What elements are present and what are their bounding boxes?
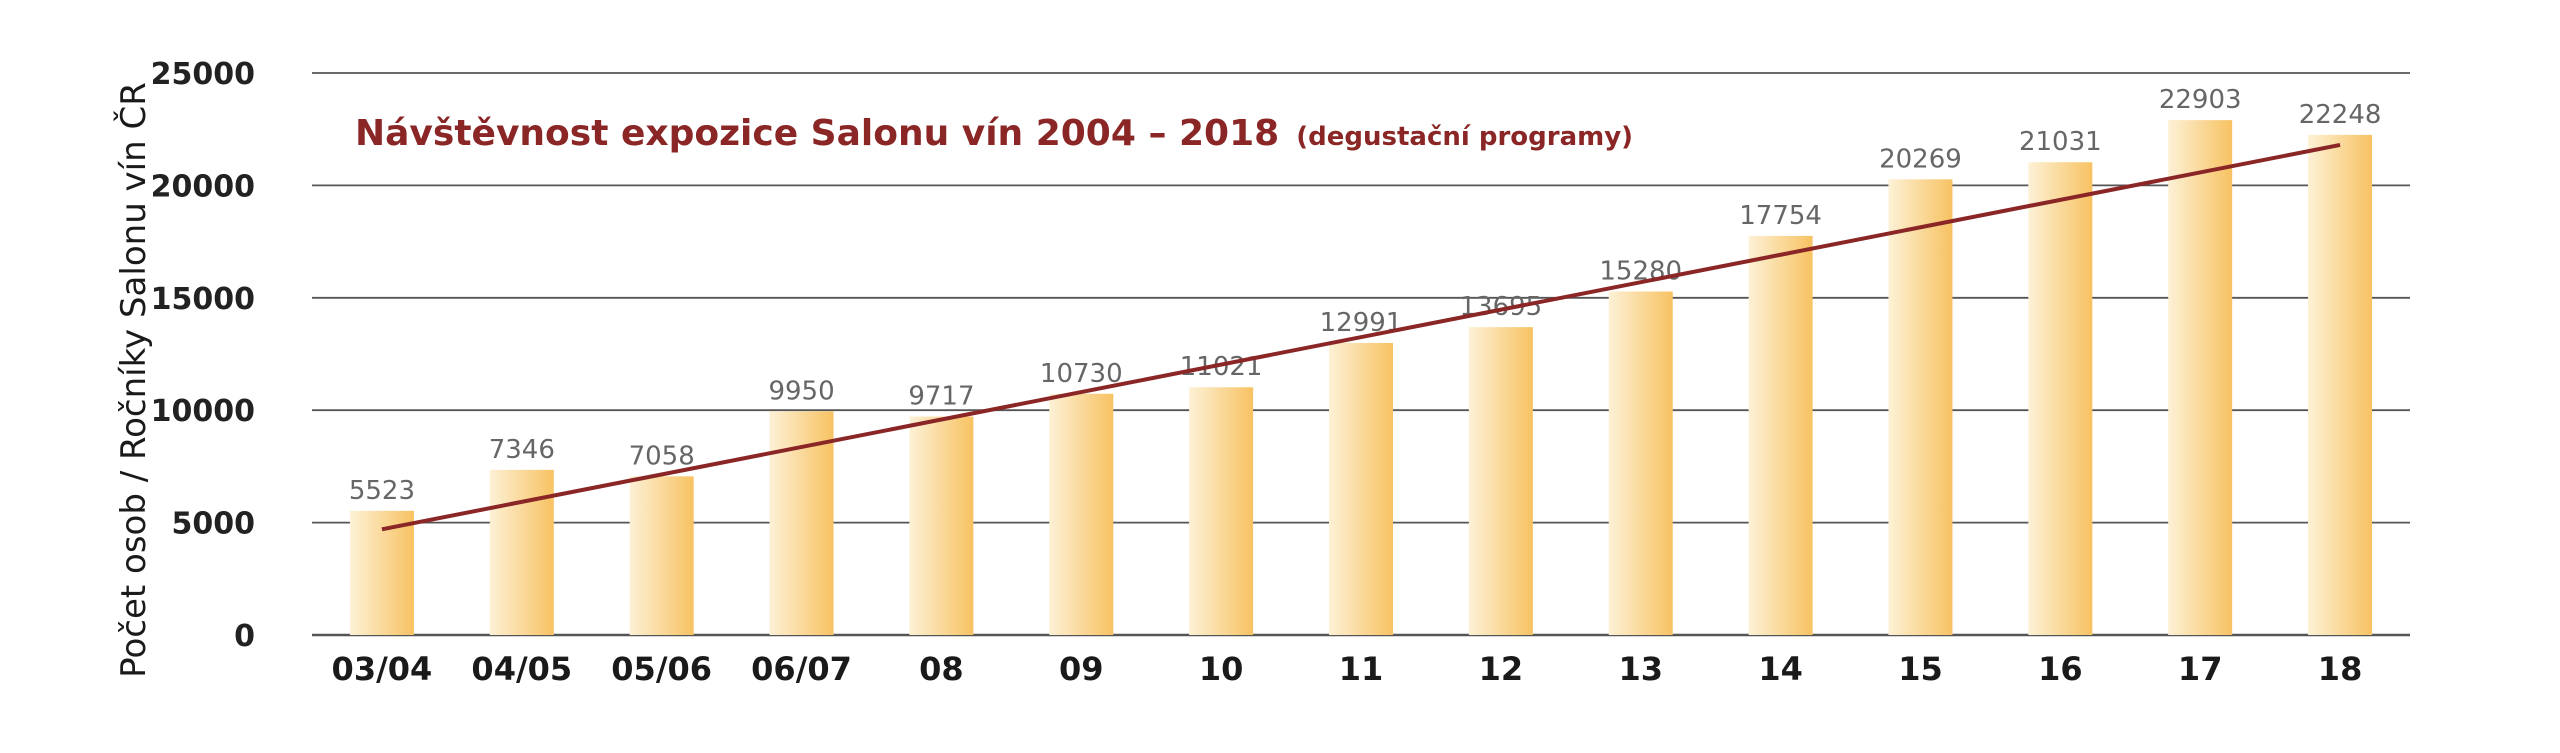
x-tick-label: 10 xyxy=(1199,650,1244,688)
x-tick-label: 09 xyxy=(1059,650,1104,688)
bar xyxy=(909,416,974,635)
data-label: 10730 xyxy=(1040,359,1123,389)
y-tick-label: 5000 xyxy=(172,507,256,542)
bar xyxy=(1608,291,1673,635)
bar xyxy=(349,510,414,635)
data-label: 5523 xyxy=(349,476,415,506)
x-tick-label: 04/05 xyxy=(471,650,572,688)
x-tick-label: 14 xyxy=(1758,650,1803,688)
x-tick-label: 12 xyxy=(1479,650,1524,688)
data-label: 11021 xyxy=(1180,352,1263,382)
chart-title-subtitle: (degustační programy) xyxy=(1296,122,1633,152)
bar xyxy=(1049,393,1114,635)
bar xyxy=(1189,387,1254,635)
bar xyxy=(2028,162,2093,635)
data-label: 20269 xyxy=(1879,144,1962,174)
bar xyxy=(1748,235,1813,635)
data-label: 13695 xyxy=(1460,292,1543,322)
y-axis-ticks: 0 5000 10000 15000 20000 25000 xyxy=(151,57,255,654)
data-label: 9950 xyxy=(768,376,834,406)
data-label: 17754 xyxy=(1739,201,1822,231)
x-tick-label: 05/06 xyxy=(611,650,712,688)
x-tick-label: 11 xyxy=(1339,650,1384,688)
x-tick-label: 08 xyxy=(919,650,964,688)
data-label: 22248 xyxy=(2299,100,2382,130)
y-tick-label: 20000 xyxy=(151,169,255,204)
x-tick-label: 13 xyxy=(1618,650,1663,688)
bar xyxy=(769,411,834,635)
x-tick-label: 16 xyxy=(2038,650,2083,688)
bar xyxy=(1329,342,1393,635)
y-tick-label: 0 xyxy=(234,619,255,654)
bar xyxy=(489,469,554,635)
x-tick-label: 17 xyxy=(2178,650,2223,688)
data-label: 9717 xyxy=(908,382,974,412)
x-tick-label: 06/07 xyxy=(751,650,852,688)
trendline-group xyxy=(381,142,2341,532)
trendline xyxy=(381,142,2341,532)
bar xyxy=(629,476,694,635)
y-tick-label: 10000 xyxy=(151,394,255,429)
chart-title-main: Návštěvnost expozice Salonu vín 2004 – 2… xyxy=(355,113,1279,154)
data-label: 7346 xyxy=(489,435,555,465)
bar xyxy=(1468,327,1533,635)
bar xyxy=(2168,120,2233,635)
x-axis-ticks: 03/04 04/05 05/06 06/07 08 09 10 11 12 13 14 15 16 17… xyxy=(332,650,2363,688)
x-tick-label: 03/04 xyxy=(332,650,433,688)
chart-title: Návštěvnost expozice Salonu vín 2004 – 2… xyxy=(355,113,1633,154)
y-tick-label: 25000 xyxy=(151,57,255,92)
y-axis-label: Počet osob / Ročníky Salonu vín ČR xyxy=(113,82,154,678)
bar xyxy=(1888,179,1953,635)
y-tick-label: 15000 xyxy=(151,282,255,317)
bar xyxy=(2308,134,2373,635)
data-label: 21031 xyxy=(2019,127,2102,157)
data-label: 22903 xyxy=(2159,85,2242,115)
data-label: 7058 xyxy=(629,441,695,471)
x-tick-label: 18 xyxy=(2318,650,2363,688)
x-tick-label: 15 xyxy=(1898,650,1943,688)
